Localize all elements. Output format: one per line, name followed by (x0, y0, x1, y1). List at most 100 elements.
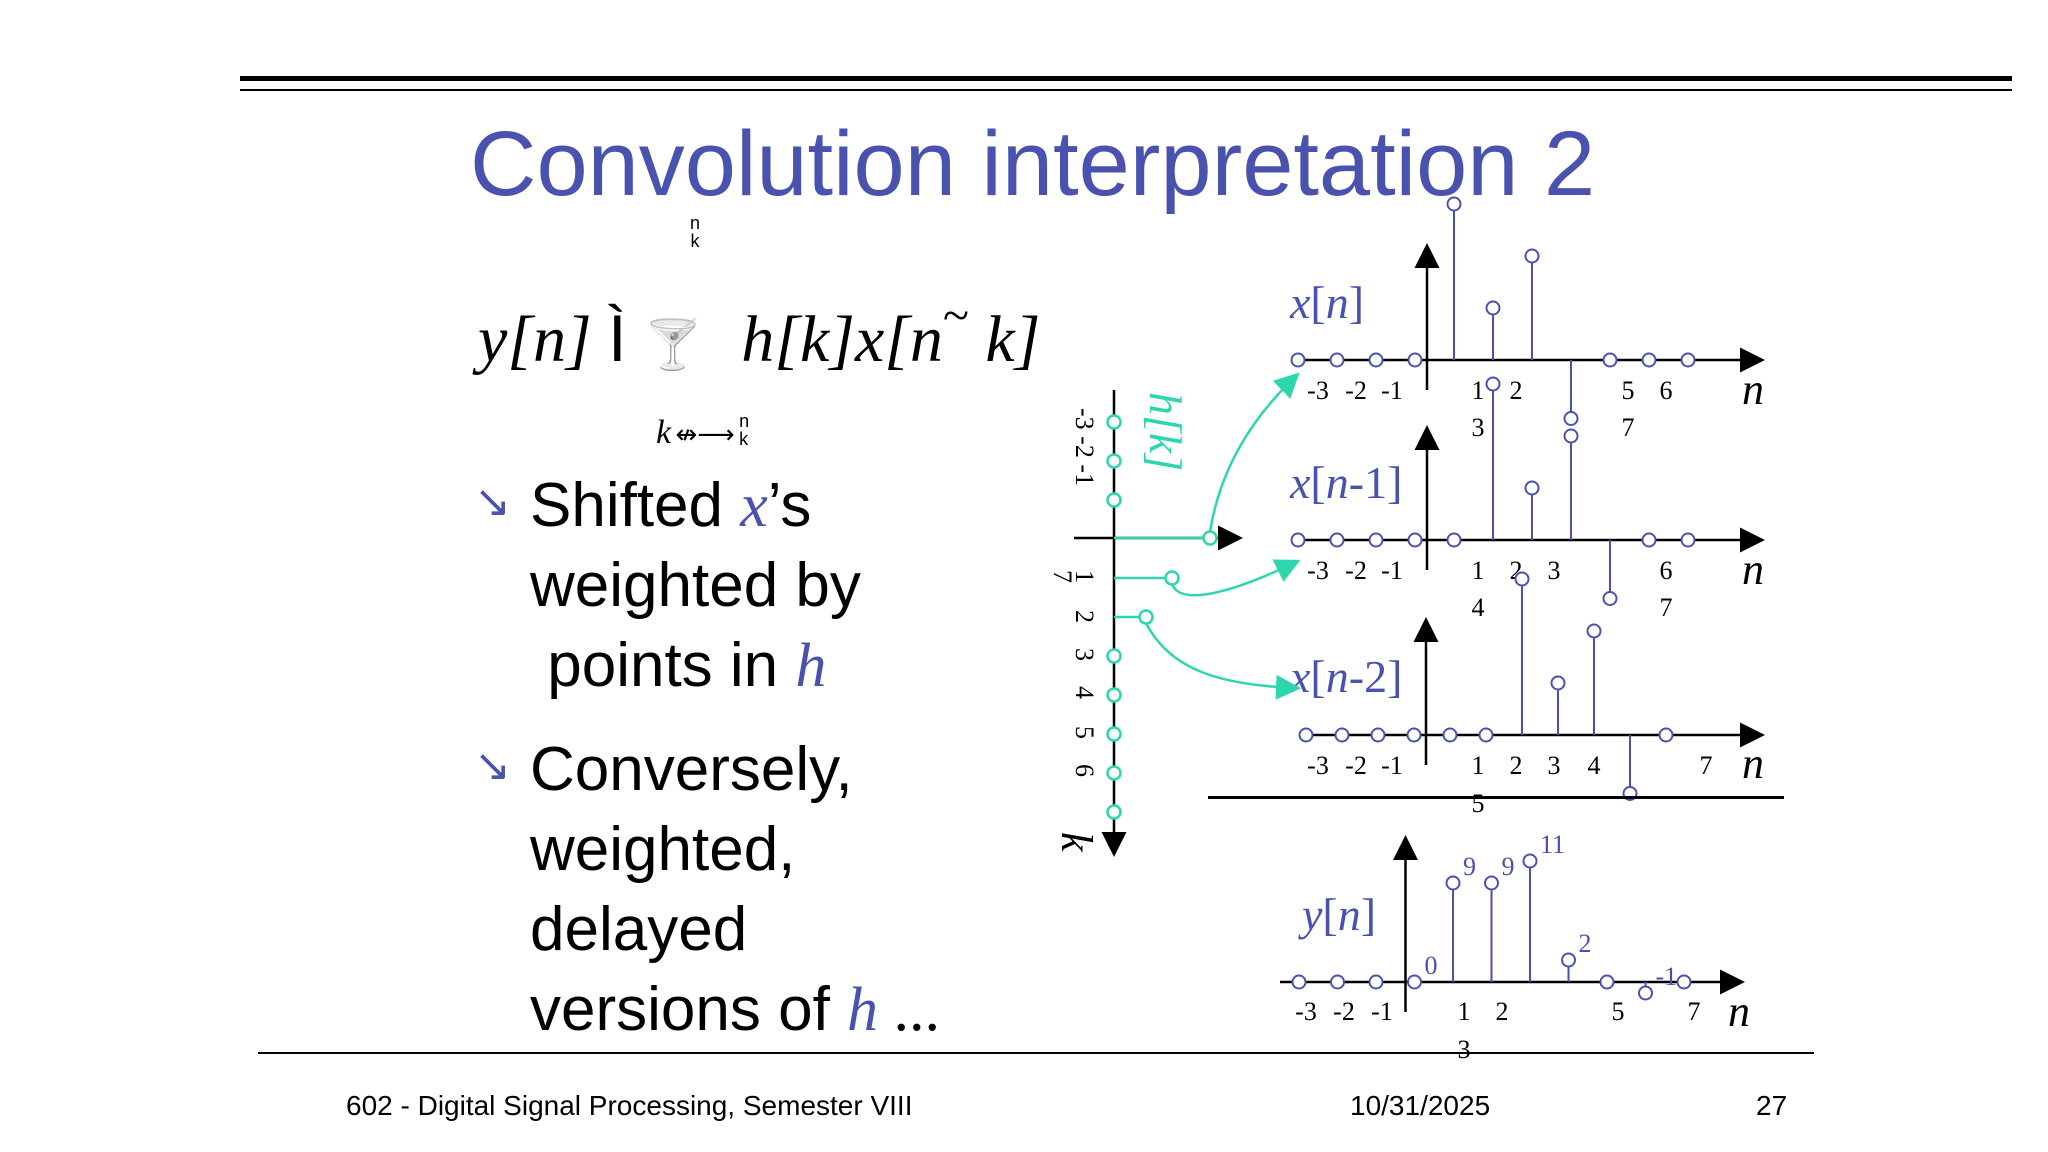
stem-point (1329, 352, 1345, 368)
stem-point (1680, 352, 1696, 368)
connector-3 (1144, 622, 1301, 700)
stem-point (1446, 532, 1462, 548)
tick-label: -1 (1381, 556, 1403, 585)
value-label: -1 (1656, 962, 1678, 991)
tick-label: -3 (1307, 751, 1329, 780)
k-axis-label: k (1052, 832, 1101, 853)
stem-point (1370, 727, 1386, 743)
sum-lower-arrows: ↮⟶ (675, 420, 735, 450)
tick-label: -3 (1307, 556, 1329, 585)
connector-2 (1170, 559, 1301, 597)
tick-label: -3 (1307, 376, 1329, 405)
tick-label: 7 (1660, 593, 1673, 622)
stem-point (1524, 480, 1540, 496)
stem-point (1602, 591, 1618, 606)
value-label: 11 (1540, 830, 1565, 859)
tick-label: 7 (1688, 997, 1701, 1026)
tick-label: 3 (1548, 556, 1561, 585)
convolution-equation: y[n] Ì 🍸 h[k]x[n~ k] (478, 289, 1041, 378)
stem-point (1485, 300, 1501, 316)
plot-label: y[n] (1298, 889, 1376, 940)
h-axis-group: -3 -2 -1 17 2 3 4 5 6 h[k] k (1048, 390, 1243, 857)
top-rule-thick (240, 76, 2012, 81)
bullet-1-text: Shifted x’s weighted by points in h (530, 466, 861, 706)
stem-point (1658, 727, 1674, 743)
stem-point (1368, 532, 1384, 548)
stem-point (1290, 532, 1306, 548)
stem-point (1550, 675, 1566, 691)
tick-label: 1 (1458, 997, 1471, 1026)
h-point (1138, 609, 1154, 625)
value-label: 9 (1502, 852, 1515, 881)
tick-label: 6 (1660, 556, 1673, 585)
tick-label: -1 (1371, 997, 1393, 1026)
top-rule-thin (240, 89, 2012, 91)
footer-course: 602 - Digital Signal Processing, Semeste… (346, 1090, 913, 1121)
tick-label: 5 (1622, 376, 1635, 405)
bullet-2-line-4: versions of h ... (530, 975, 941, 1044)
tick-label: 1 (1472, 376, 1485, 405)
eq-sum-glyph: 🍸 (643, 317, 703, 373)
stem-point (1406, 727, 1422, 743)
value-label: 0 (1425, 951, 1438, 980)
stem-point (1291, 974, 1307, 990)
tick-label: 3 (1548, 751, 1561, 780)
stem-point (1514, 571, 1530, 587)
stem-point (1485, 376, 1501, 392)
value-label: 9 (1463, 852, 1476, 881)
stem-point (1368, 974, 1384, 990)
tick-label: 1 (1472, 556, 1485, 585)
tick-label: -1 (1381, 751, 1403, 780)
stem-plots: -3 -2 -1 1 2 5 63 7x[n]n-3 -2 -1 1 2 3 64 7x[n-1]n-3 -2… (1280, 196, 1765, 1064)
tick-label: -3 (1295, 997, 1317, 1026)
sum-lower-k: k (656, 414, 672, 451)
stem-point (1329, 532, 1345, 548)
slide-title: Convolution interpretation 2 (470, 113, 1596, 215)
h-point (1106, 492, 1122, 508)
h-point (1106, 453, 1122, 469)
tick-label: 5 (1472, 789, 1485, 818)
plot-label: x[n-1] (1289, 457, 1402, 508)
stem-point (1676, 974, 1692, 990)
k-tick-label: 6 (1070, 764, 1099, 777)
stem-point (1330, 974, 1345, 990)
h-axis-label: h[k] (1140, 392, 1191, 471)
h-connectors (1144, 372, 1301, 700)
tick-label: 4 (1588, 751, 1601, 780)
h-point (1106, 726, 1122, 742)
k-tick-label: 1 (1070, 570, 1099, 583)
stem-point (1407, 974, 1422, 990)
n-axis-label: n (1742, 739, 1764, 788)
bullet-2-line-1: Conversely, (530, 735, 853, 804)
eq-rhs-end: k] (968, 303, 1041, 376)
h-point (1202, 530, 1218, 546)
tick-label: 5 (1612, 997, 1625, 1026)
tick-label: 2 (1496, 997, 1509, 1026)
k-tick-label: 3 (1070, 648, 1099, 661)
tick-label: -2 (1345, 556, 1367, 585)
stem-point (1407, 352, 1423, 368)
stem-point (1334, 727, 1350, 743)
stem-point (1524, 248, 1540, 264)
stem-point (1445, 875, 1461, 891)
stem-point (1602, 352, 1618, 368)
stem-point (1290, 352, 1306, 368)
tick-label: 4 (1472, 593, 1485, 622)
eq-lhs: y[n] (478, 303, 592, 376)
stem-point (1442, 727, 1458, 743)
bullet-1-line-2: weighted by (530, 551, 861, 620)
tick-label: -2 (1333, 997, 1355, 1026)
k-tick-label: 2 (1070, 610, 1099, 623)
tick-label: 2 (1510, 376, 1523, 405)
connector-1 (1208, 372, 1300, 533)
bullet-1-line-3: points in h (530, 631, 827, 700)
tick-label: -2 (1345, 751, 1367, 780)
stem-plot-3: -3 -2 -1 1 2 3 4 75x[n-2]n (1289, 571, 1765, 818)
bullet-arrow-1: ↘ (474, 476, 511, 527)
eq-operator: Ì (608, 301, 627, 375)
tick-label: 3 (1458, 1035, 1471, 1064)
stem-point (1586, 623, 1602, 639)
